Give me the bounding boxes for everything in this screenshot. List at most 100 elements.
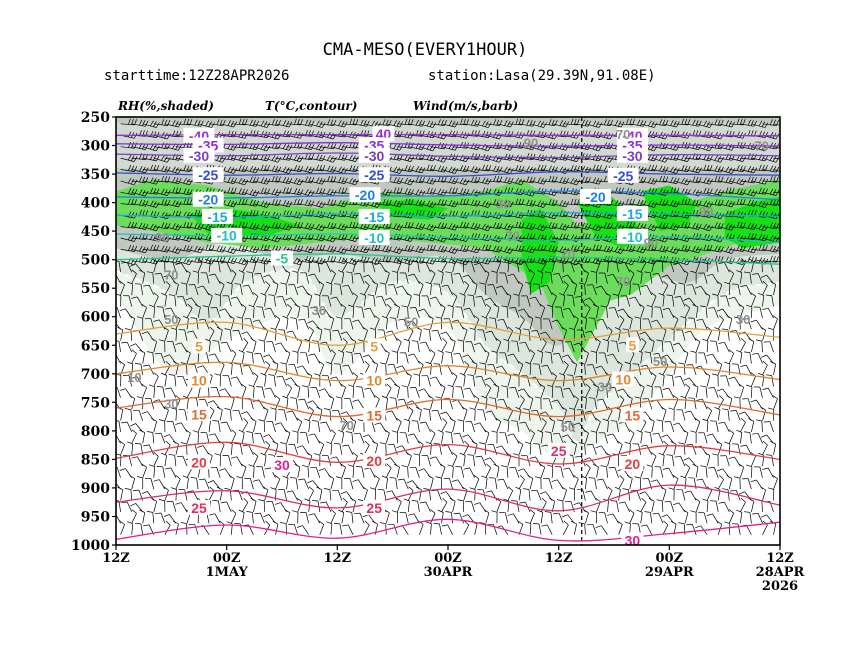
wind-barb bbox=[153, 501, 157, 512]
wind-barb bbox=[286, 512, 291, 524]
wind-barb-flag bbox=[271, 199, 275, 205]
wind-barb bbox=[120, 524, 125, 535]
wind-barb-flag bbox=[372, 520, 378, 525]
wind-barb bbox=[308, 169, 323, 172]
wind-barb bbox=[120, 191, 135, 196]
wind-barb bbox=[241, 387, 247, 398]
wind-barb-flag bbox=[318, 144, 323, 151]
wind-barb bbox=[349, 318, 354, 330]
wind-barb bbox=[142, 191, 157, 195]
wind-barb-flag bbox=[327, 165, 331, 172]
wind-barb-flag bbox=[306, 372, 312, 377]
wind-barb bbox=[164, 157, 179, 161]
wind-barb bbox=[351, 512, 354, 524]
wind-barb-flag bbox=[285, 177, 290, 184]
wind-barb-flag bbox=[249, 199, 253, 206]
wind-barb bbox=[241, 262, 249, 273]
wind-barb bbox=[260, 273, 265, 284]
wind-barb bbox=[305, 432, 310, 444]
wind-barbs bbox=[116, 117, 780, 545]
wind-barb bbox=[330, 273, 336, 284]
wind-barb bbox=[253, 466, 255, 478]
wind-barb bbox=[285, 284, 287, 296]
wind-barb bbox=[319, 123, 334, 126]
plot-area: -40-35-30-25-20-15-10-55101520253040-35-… bbox=[116, 117, 780, 545]
wind-barb bbox=[131, 398, 136, 410]
wind-barb-flag bbox=[116, 420, 120, 422]
wind-barb-flag bbox=[285, 377, 292, 381]
wind-barb bbox=[175, 284, 179, 296]
wind-barb-flag bbox=[308, 256, 312, 263]
wind-barb-flag bbox=[311, 144, 315, 150]
wind-barb-flag bbox=[139, 509, 145, 513]
wind-barb-flag bbox=[277, 223, 282, 229]
wind-barb-flag bbox=[242, 444, 249, 447]
wind-barb-flag bbox=[244, 119, 248, 126]
wind-barb bbox=[218, 341, 221, 353]
wind-barb-flag bbox=[360, 256, 364, 263]
wind-barb-flag bbox=[511, 260, 518, 262]
wind-barb-flag bbox=[165, 360, 171, 366]
wind-barb bbox=[264, 203, 279, 206]
wind-barb bbox=[286, 237, 301, 242]
wind-barb-flag bbox=[227, 256, 231, 263]
wind-barb-flag bbox=[330, 166, 334, 172]
wind-barb bbox=[186, 249, 201, 254]
wind-barb-flag bbox=[274, 119, 278, 126]
wind-barb-flag bbox=[307, 320, 313, 324]
wind-barb-flag bbox=[297, 165, 301, 172]
wind-barb bbox=[164, 410, 169, 421]
wind-barb-flag bbox=[330, 376, 337, 379]
wind-barb bbox=[219, 409, 223, 421]
wind-barb-flag bbox=[284, 429, 291, 434]
wind-barb bbox=[363, 524, 370, 535]
wind-barb bbox=[286, 203, 301, 206]
wind-barb-flag bbox=[158, 259, 165, 262]
wind-barb-flag bbox=[219, 388, 226, 392]
wind-barb-flag bbox=[294, 221, 297, 228]
wind-barb bbox=[275, 157, 290, 161]
wind-barb-flag bbox=[194, 209, 198, 216]
wind-barb bbox=[275, 523, 279, 535]
wind-barb bbox=[315, 467, 321, 478]
wind-barb-flag bbox=[311, 120, 315, 127]
wind-barb bbox=[219, 489, 223, 501]
wind-barb-flag bbox=[214, 293, 221, 296]
wind-barb bbox=[231, 134, 245, 139]
wind-barb bbox=[375, 260, 390, 263]
wind-barb bbox=[359, 433, 365, 444]
wind-barb bbox=[297, 191, 312, 197]
wind-barb bbox=[242, 123, 257, 127]
wind-barb bbox=[175, 226, 190, 229]
wind-barb bbox=[240, 284, 243, 296]
wind-barb bbox=[339, 284, 343, 296]
wind-barb-flag bbox=[151, 497, 157, 502]
wind-barb bbox=[182, 296, 188, 307]
wind-barb-flag bbox=[205, 120, 210, 127]
wind-barb-flag bbox=[288, 144, 293, 151]
wind-barb-flag bbox=[258, 339, 265, 342]
wind-barb bbox=[128, 455, 133, 467]
wind-barb-flag bbox=[610, 420, 617, 422]
wind-barb bbox=[386, 249, 400, 254]
wind-barb bbox=[208, 490, 215, 501]
wind-barb bbox=[170, 387, 177, 398]
wind-barb-flag bbox=[124, 488, 131, 490]
wind-barb-flag bbox=[252, 256, 256, 263]
wind-barb bbox=[242, 249, 256, 254]
wind-barb bbox=[230, 318, 235, 330]
wind-barb bbox=[248, 364, 254, 376]
wind-barb bbox=[264, 365, 271, 376]
wind-barb bbox=[330, 260, 345, 264]
wind-barb bbox=[264, 489, 269, 501]
wind-barb bbox=[275, 203, 290, 208]
wind-barb-flag bbox=[219, 156, 224, 162]
wind-barb-flag bbox=[249, 245, 254, 252]
wind-barb-flag bbox=[318, 224, 323, 231]
wind-barb-flag bbox=[315, 223, 320, 230]
wind-barb bbox=[138, 330, 144, 341]
wind-barb-flag bbox=[320, 261, 327, 264]
wind-barb bbox=[131, 237, 146, 240]
wind-barb bbox=[118, 500, 121, 512]
wind-barb-flag bbox=[286, 330, 293, 333]
